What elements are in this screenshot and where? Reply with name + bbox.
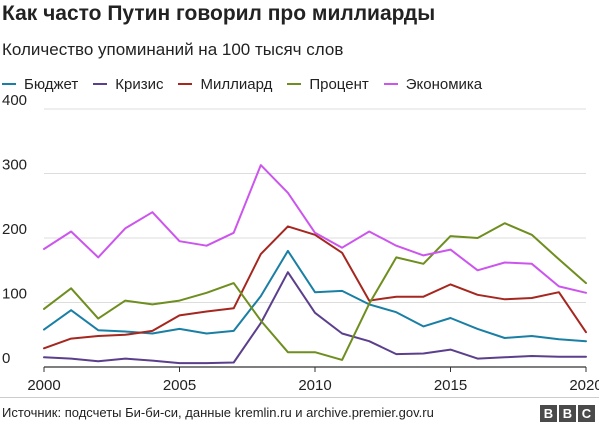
- legend-swatch: [93, 83, 108, 85]
- legend-swatch: [287, 83, 302, 85]
- legend-item: Миллиард: [178, 76, 272, 93]
- chart-title: Как часто Путин говорил про миллиарды: [2, 2, 436, 25]
- legend-item: Экономика: [383, 75, 483, 93]
- series-line-2: [43, 271, 587, 365]
- y-tick-label: 100: [2, 286, 27, 303]
- y-tick-label: 400: [2, 92, 27, 109]
- y-tick-label: 0: [2, 350, 10, 367]
- x-tick-label: 2015: [434, 377, 467, 394]
- series-line-3: [43, 225, 587, 350]
- legend-swatch: [383, 83, 398, 85]
- bbc-logo-letter-b: B: [559, 405, 576, 422]
- x-tick-label: 2010: [298, 377, 331, 394]
- legend-label: Процент: [309, 75, 369, 93]
- legend-label: Экономика: [405, 75, 483, 93]
- legend-item: Процент: [287, 75, 369, 93]
- legend-label: Миллиард: [200, 75, 273, 93]
- x-tick-label: 2005: [163, 377, 196, 394]
- legend-label: Кризис: [115, 75, 164, 93]
- legend-swatch: [2, 83, 16, 85]
- series-line-1: [43, 249, 587, 343]
- bbc-logo-letter-c: C: [578, 405, 595, 422]
- x-tick-label: 2020: [569, 377, 599, 394]
- bbc-logo: B B C: [538, 405, 595, 422]
- chart-legend: Бюджет Кризис Миллиард Процент Экономика: [2, 73, 497, 95]
- legend-item: Бюджет: [2, 76, 78, 93]
- chart-subtitle: Количество упоминаний на 100 тысяч слов: [2, 40, 344, 59]
- series-line-4: [43, 222, 587, 361]
- bbc-logo-letter-b: B: [540, 405, 557, 422]
- footer-divider: [0, 397, 599, 398]
- source-note: Источник: подсчеты Би-би-си, данные krem…: [2, 405, 434, 420]
- y-tick-label: 200: [2, 221, 27, 238]
- legend-label: Бюджет: [24, 75, 79, 93]
- legend-item: Кризис: [93, 76, 163, 93]
- x-tick-label: 2000: [27, 377, 60, 394]
- y-tick-label: 300: [2, 157, 27, 174]
- legend-swatch: [178, 83, 193, 85]
- series-line-5: [43, 164, 587, 294]
